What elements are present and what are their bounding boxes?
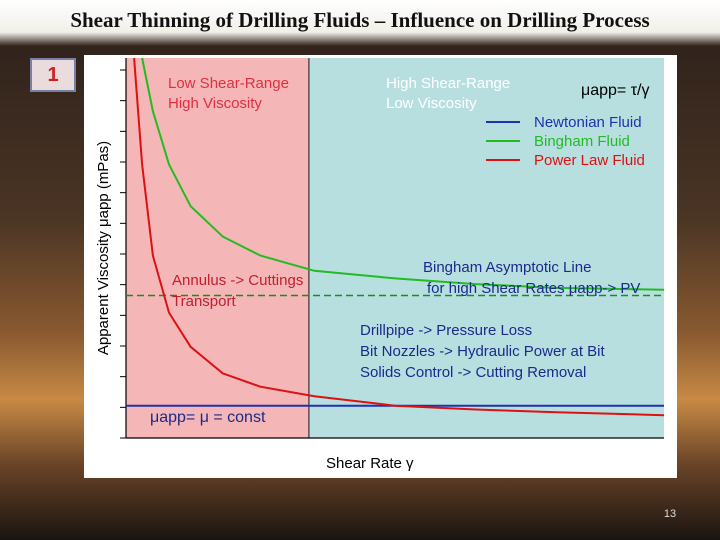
legend-label-bingham-fluid: Bingham Fluid [534, 133, 630, 150]
y-axis-label: Apparent Viscosity μapp (mPas) [95, 141, 112, 355]
high-shear-label: High Shear-Range [386, 75, 510, 92]
apparent-viscosity-formula: μapp= τ/γ [581, 82, 649, 99]
legend-label-newtonian-fluid: Newtonian Fluid [534, 114, 642, 131]
annulus-annotation-1: Annulus -> Cuttings [172, 272, 303, 289]
drillpipe-annotation-2: Bit Nozzles -> Hydraulic Power at Bit [360, 343, 605, 360]
slide-title: Shear Thinning of Drilling Fluids – Infl… [70, 8, 650, 32]
legend-label-power-law-fluid: Power Law Fluid [534, 152, 645, 169]
series-power-law-fluid [133, 57, 665, 417]
x-axis-label: Shear Rate γ [326, 455, 414, 472]
series-bingham-fluid [141, 57, 665, 291]
newtonian-const-annotation: μapp= μ = const [150, 409, 266, 426]
annulus-annotation-2: Transport [172, 293, 236, 310]
viscosity-chart: Low Shear-Range High Viscosity High Shear-… [95, 57, 665, 472]
title-band [0, 0, 720, 46]
chart-panel: Low Shear-Range High Viscosity High Shear-… [84, 55, 677, 478]
low-viscosity-range-label: Low Viscosity [386, 95, 477, 112]
slide-badge: 1 [30, 58, 76, 92]
bingham-line-annotation-1: Bingham Asymptotic Line [423, 259, 591, 276]
low-shear-label: Low Shear-Range [168, 75, 289, 92]
page-number: 13 [663, 508, 677, 520]
bingham-line-annotation-2: for high Shear Rates μapp-> PV [427, 280, 640, 297]
low-viscosity-label: High Viscosity [168, 95, 262, 112]
drillpipe-annotation-1: Drillpipe -> Pressure Loss [360, 322, 532, 339]
drillpipe-annotation-3: Solids Control -> Cutting Removal [360, 364, 586, 381]
